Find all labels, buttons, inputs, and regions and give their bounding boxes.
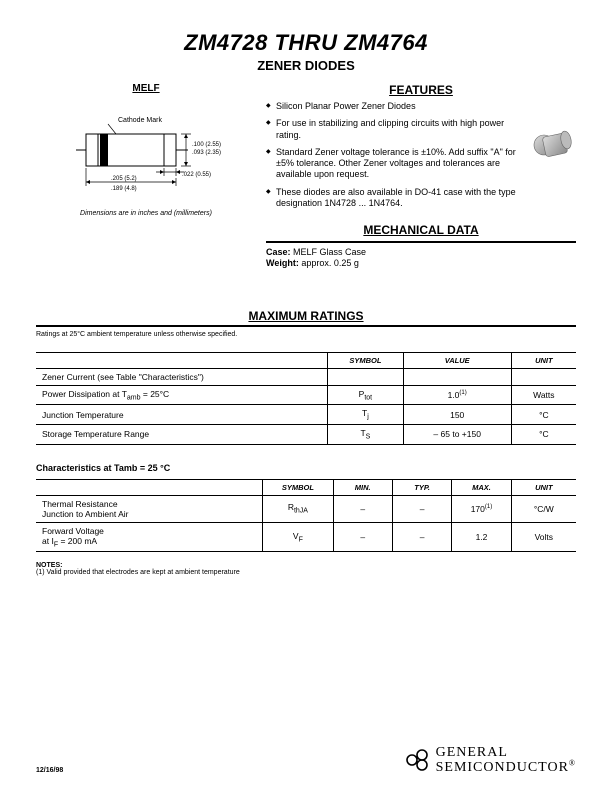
table-row: Power Dissipation at Tamb = 25°C Ptot 1.… <box>36 385 576 405</box>
col-min: MIN. <box>333 479 392 495</box>
maxratings-heading: MAXIMUM RATINGS <box>36 309 576 323</box>
param-cell: Power Dissipation at Tamb = 25°C <box>36 385 328 405</box>
col-unit: UNIT <box>511 479 576 495</box>
param-cell: Storage Temperature Range <box>36 424 328 444</box>
min-cell: – <box>333 495 392 522</box>
case-label: Case: <box>266 247 291 257</box>
symbol-cell <box>328 368 404 385</box>
maxratings-note: Ratings at 25°C ambient temperature unle… <box>36 331 576 338</box>
unit-cell <box>511 368 576 385</box>
maxratings-rule <box>36 325 576 327</box>
footer-date: 12/16/98 <box>36 767 63 774</box>
melf-diagram: Cathode Mark .100 (2.55) .093 (2.35) .02… <box>56 104 236 204</box>
table-header-row: SYMBOL MIN. TYP. MAX. UNIT <box>36 479 576 495</box>
param-cell: Junction Temperature <box>36 405 328 425</box>
mechdata-heading: MECHANICAL DATA <box>266 223 576 237</box>
footer: 12/16/98 GENERAL SEMICONDUCTOR® <box>36 746 576 774</box>
value-cell: 150 <box>403 405 511 425</box>
right-column: FEATURES Silicon Planar Power Zener Diod… <box>266 83 576 269</box>
maxratings-table: SYMBOL VALUE UNIT Zener Current (see Tab… <box>36 352 576 445</box>
dim-a: .100 (2.55) <box>192 142 221 148</box>
symbol-cell: RthJA <box>263 495 333 522</box>
col-value: VALUE <box>403 352 511 368</box>
col-typ: TYP. <box>392 479 451 495</box>
table-row: Storage Temperature Range TS – 65 to +15… <box>36 424 576 444</box>
table-row: Forward Voltageat IF = 200 mA VF – – 1.2… <box>36 522 576 552</box>
table-row: Junction Temperature Tj 150 °C <box>36 405 576 425</box>
case-value: MELF Glass Case <box>291 247 367 257</box>
page-title: ZM4728 THRU ZM4764 <box>36 30 576 56</box>
value-cell: – 65 to +150 <box>403 424 511 444</box>
dim-c: .022 (0.55) <box>182 172 211 178</box>
dim-len-top: .205 (5.2) <box>111 176 137 182</box>
min-cell: – <box>333 522 392 552</box>
top-columns: MELF Cathode Mark .100 (2.55) .093 (2.35… <box>36 83 576 269</box>
mechdata-rule <box>266 241 576 243</box>
left-column: MELF Cathode Mark .100 (2.55) .093 (2.35… <box>36 83 266 269</box>
table-row: Thermal ResistanceJunction to Ambient Ai… <box>36 495 576 522</box>
typ-cell: – <box>392 495 451 522</box>
brand-line1: GENERAL <box>436 745 508 760</box>
unit-cell: °C <box>511 424 576 444</box>
unit-cell: °C/W <box>511 495 576 522</box>
weight-value: approx. 0.25 g <box>299 258 359 268</box>
dim-b: .093 (2.35) <box>192 150 221 156</box>
weight-label: Weight: <box>266 258 299 268</box>
mechdata-body: Case: MELF Glass Case Weight: approx. 0.… <box>266 247 576 269</box>
unit-cell: °C <box>511 405 576 425</box>
symbol-cell: Ptot <box>328 385 404 405</box>
symbol-cell: Tj <box>328 405 404 425</box>
notes-heading: NOTES: <box>36 562 576 569</box>
col-unit: UNIT <box>511 352 576 368</box>
table-row: Zener Current (see Table "Characteristic… <box>36 368 576 385</box>
max-cell: 170(1) <box>452 495 511 522</box>
cathode-label: Cathode Mark <box>118 117 162 124</box>
symbol-cell: TS <box>328 424 404 444</box>
col-max: MAX. <box>452 479 511 495</box>
features-heading: FEATURES <box>266 83 576 97</box>
logo-icon <box>404 746 432 774</box>
typ-cell: – <box>392 522 451 552</box>
col-symbol: SYMBOL <box>263 479 333 495</box>
param-cell: Thermal ResistanceJunction to Ambient Ai… <box>36 495 263 522</box>
feature-item: These diodes are also available in DO-41… <box>266 187 576 210</box>
param-cell: Forward Voltageat IF = 200 mA <box>36 522 263 552</box>
melf-heading: MELF <box>36 83 256 94</box>
brand-logo: GENERAL SEMICONDUCTOR® <box>404 746 576 774</box>
value-cell <box>403 368 511 385</box>
dim-len-bot: .189 (4.8) <box>111 186 137 192</box>
dimensions-note: Dimensions are in inches and (millimeter… <box>36 210 256 217</box>
brand-line2: SEMICONDUCTOR® <box>436 760 576 775</box>
table-header-row: SYMBOL VALUE UNIT <box>36 352 576 368</box>
characteristics-table: SYMBOL MIN. TYP. MAX. UNIT Thermal Resis… <box>36 479 576 553</box>
page-subtitle: ZENER DIODES <box>36 58 576 73</box>
characteristics-heading: Characteristics at Tamb = 25 °C <box>36 463 576 473</box>
logo-text: GENERAL SEMICONDUCTOR® <box>436 746 576 774</box>
diode-photo-icon <box>530 123 576 163</box>
param-cell: Zener Current (see Table "Characteristic… <box>36 368 328 385</box>
feature-item: Silicon Planar Power Zener Diodes <box>266 101 576 112</box>
unit-cell: Volts <box>511 522 576 552</box>
unit-cell: Watts <box>511 385 576 405</box>
value-cell: 1.0(1) <box>403 385 511 405</box>
max-cell: 1.2 <box>452 522 511 552</box>
notes-body: (1) Valid provided that electrodes are k… <box>36 569 576 576</box>
col-symbol: SYMBOL <box>328 352 404 368</box>
symbol-cell: VF <box>263 522 333 552</box>
